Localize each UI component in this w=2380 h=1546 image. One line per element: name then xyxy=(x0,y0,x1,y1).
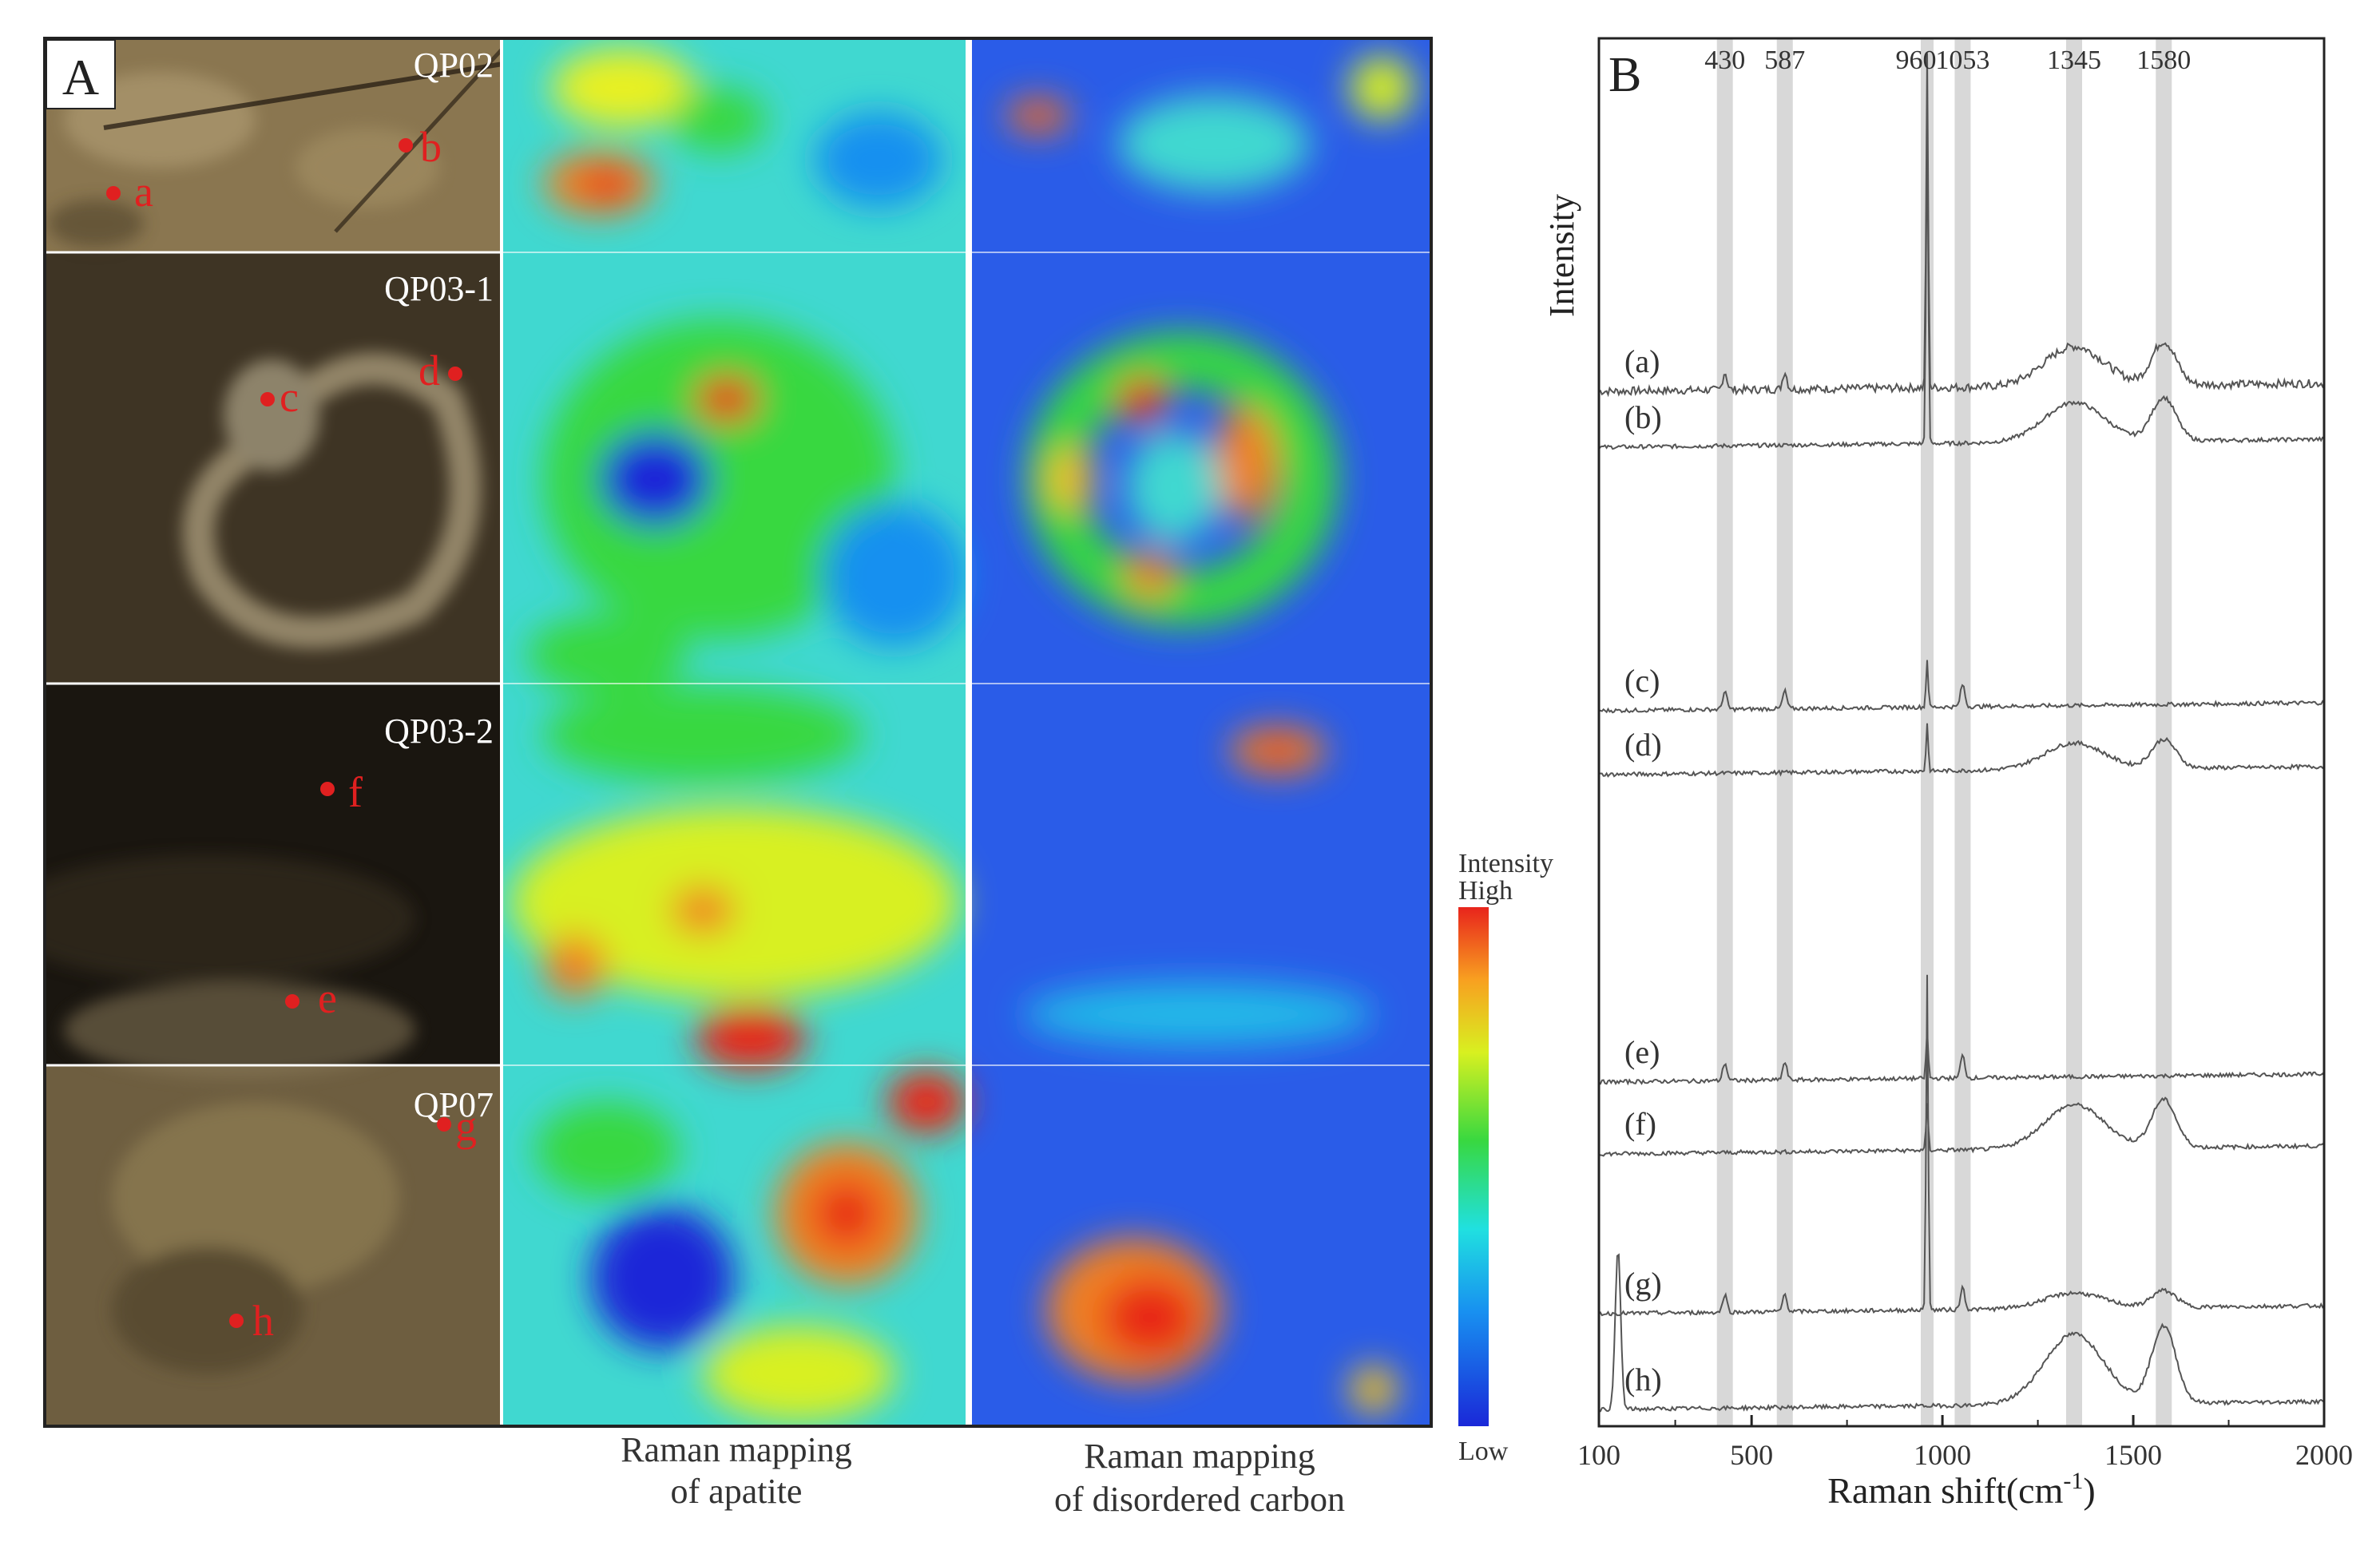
point-label-g: g xyxy=(455,1102,477,1150)
panel-a: A QP02 QP03-1 QP03-2 QP07 a b c d f e g … xyxy=(43,37,1553,1519)
series-label: (g) xyxy=(1624,1266,1662,1302)
sample-label-qp07: QP07 xyxy=(414,1085,494,1124)
point-marker-h xyxy=(229,1314,244,1328)
band-highlights xyxy=(1716,38,2172,1426)
point-label-b: b xyxy=(420,123,442,171)
x-axis-ticks: 100 500 1000 1500 2000 xyxy=(1577,1415,2353,1471)
band-1580 xyxy=(2156,38,2172,1426)
x-tick-label: 500 xyxy=(1730,1439,1773,1471)
caption-apatite-line1: Raman mapping xyxy=(621,1430,852,1469)
series-label: (h) xyxy=(1624,1362,1662,1397)
sample-label-qp02: QP02 xyxy=(414,46,494,85)
spectrum-line xyxy=(1598,1253,2325,1413)
band-1345 xyxy=(2065,38,2082,1426)
sample-label-qp03-1: QP03-1 xyxy=(384,269,494,308)
colorbar-low-label: Low xyxy=(1458,1437,1509,1466)
spectrum-line xyxy=(1599,1030,2325,1086)
point-marker-a xyxy=(106,186,121,200)
point-marker-e xyxy=(285,994,299,1009)
spectrum-line xyxy=(1598,660,2325,714)
series-labels: (a) (b) (c) (d) (e) (f) (g) (h) xyxy=(1624,343,1662,1397)
y-axis-label: Intensity xyxy=(1542,194,1581,317)
carbon-map xyxy=(971,38,1431,1426)
point-label-f: f xyxy=(348,768,363,816)
point-marker-b xyxy=(399,138,413,153)
point-marker-d xyxy=(448,367,462,381)
band-1053 xyxy=(1954,38,1971,1426)
series-label: (e) xyxy=(1624,1034,1660,1070)
spectra xyxy=(1598,53,2325,1413)
band-label-1580: 1580 xyxy=(2136,46,2191,75)
point-label-a: a xyxy=(134,168,153,216)
band-587 xyxy=(1776,38,1793,1426)
colorbar-gradient xyxy=(1458,907,1489,1426)
caption-carbon-line2: of disordered carbon xyxy=(1054,1480,1345,1519)
caption-apatite-line2: of apatite xyxy=(671,1472,803,1511)
x-axis-label: Raman shift(cm-1) xyxy=(1827,1468,2095,1511)
colorbar: Intensity High Low xyxy=(1458,849,1553,1466)
point-label-c: c xyxy=(280,373,299,421)
x-tick-label: 1000 xyxy=(1914,1439,1971,1471)
band-label-587: 587 xyxy=(1764,46,1805,75)
x-tick-label: 2000 xyxy=(2295,1439,2353,1471)
panel-b-frame xyxy=(1597,37,2326,1428)
caption-carbon-line1: Raman mapping xyxy=(1084,1437,1315,1476)
point-marker-g xyxy=(437,1117,451,1132)
band-label-430: 430 xyxy=(1704,46,1745,75)
band-label-1345: 1345 xyxy=(2047,46,2101,75)
series-label: (b) xyxy=(1624,399,1662,435)
series-label: (f) xyxy=(1624,1106,1656,1142)
x-tick-label: 1500 xyxy=(2104,1439,2162,1471)
series-label: (c) xyxy=(1624,663,1660,699)
sample-label-qp03-2: QP03-2 xyxy=(384,712,494,751)
point-label-h: h xyxy=(252,1297,274,1345)
band-label-960: 960 xyxy=(1895,46,1936,75)
point-label-e: e xyxy=(318,974,337,1022)
panel-a-label: A xyxy=(62,49,99,105)
spectrum-line xyxy=(1598,974,2325,1317)
panel-a-frame xyxy=(43,37,1433,1428)
colorbar-title: Intensity xyxy=(1458,849,1553,878)
panel-b-label: B xyxy=(1608,48,1641,102)
spectrum-line xyxy=(1598,723,2325,778)
spectrum-line xyxy=(1598,1096,2325,1157)
series-label: (d) xyxy=(1624,727,1662,763)
series-label: (a) xyxy=(1624,343,1660,379)
colorbar-high-label: High xyxy=(1458,876,1513,906)
band-430 xyxy=(1716,38,1733,1426)
raman-maps xyxy=(503,38,1431,1426)
band-label-1053: 1053 xyxy=(1935,46,1989,75)
point-label-d: d xyxy=(418,347,440,394)
spectrum-line xyxy=(1598,107,2325,450)
point-marker-c xyxy=(260,392,275,406)
x-tick-label: 100 xyxy=(1577,1439,1620,1471)
spectrum-line xyxy=(1598,53,2325,398)
point-marker-f xyxy=(320,782,335,796)
